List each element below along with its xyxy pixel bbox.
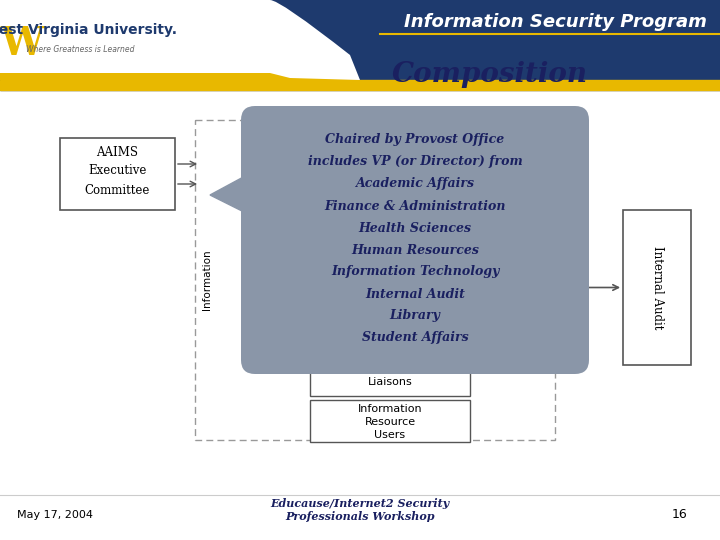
- FancyBboxPatch shape: [241, 106, 589, 374]
- Bar: [0, 90, 720, 540]
- Text: Library: Library: [390, 309, 441, 322]
- Text: Health Sciences: Health Sciences: [359, 221, 472, 234]
- Text: Educause/Internet2 Security
Professionals Workshop: Educause/Internet2 Security Professional…: [271, 498, 449, 522]
- Text: Information: Information: [358, 404, 423, 414]
- Text: Internal Audit: Internal Audit: [650, 246, 664, 329]
- Text: Information Security Program: Information Security Program: [404, 13, 706, 31]
- Bar: [310, 400, 470, 442]
- Text: Information Technology: Information Technology: [330, 266, 499, 279]
- Bar: [310, 368, 470, 396]
- Text: 16: 16: [672, 509, 688, 522]
- Bar: [623, 210, 691, 365]
- Polygon shape: [210, 168, 260, 220]
- Text: Chaired by Provost Office: Chaired by Provost Office: [325, 133, 505, 146]
- Text: Users: Users: [374, 430, 405, 440]
- Text: Internal Audit: Internal Audit: [365, 287, 465, 300]
- Text: Resource: Resource: [364, 417, 415, 427]
- Text: Liaisons: Liaisons: [368, 377, 413, 387]
- Text: Student Affairs: Student Affairs: [361, 332, 468, 345]
- Text: AAIMS: AAIMS: [96, 145, 138, 159]
- Text: Composition: Composition: [392, 62, 588, 89]
- Text: West Virginia University.: West Virginia University.: [0, 23, 176, 37]
- Text: Information: Information: [202, 249, 212, 310]
- Bar: [0, 80, 720, 90]
- Text: Where Greatness is Learned: Where Greatness is Learned: [26, 45, 134, 55]
- PathPatch shape: [0, 0, 360, 80]
- Text: includes VP (or Director) from: includes VP (or Director) from: [307, 156, 523, 168]
- Text: Finance & Administration: Finance & Administration: [324, 199, 505, 213]
- Text: Executive: Executive: [89, 165, 147, 178]
- Bar: [195, 120, 555, 440]
- Bar: [0, 0, 720, 90]
- Text: Committee: Committee: [85, 184, 150, 197]
- Text: W: W: [0, 25, 44, 63]
- Text: Human Resources: Human Resources: [351, 244, 479, 256]
- Bar: [60, 138, 175, 210]
- Text: May 17, 2004: May 17, 2004: [17, 510, 93, 520]
- PathPatch shape: [0, 73, 360, 80]
- Text: Academic Affairs: Academic Affairs: [356, 178, 474, 191]
